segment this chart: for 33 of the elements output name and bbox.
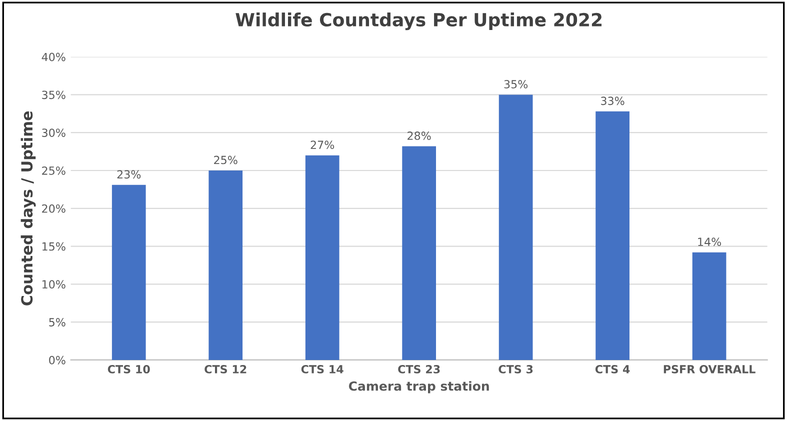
y-tick-label: 10%: [42, 280, 66, 289]
data-label: 27%: [310, 140, 334, 150]
y-tick-label: 0%: [49, 356, 66, 364]
x-axis-title: Camera trap station: [348, 381, 489, 394]
bar: [305, 155, 340, 360]
x-tick-label: CTS 23: [398, 365, 440, 374]
x-tick-label: CTS 3: [498, 365, 533, 374]
data-label: 33%: [601, 96, 624, 106]
data-label: 14%: [698, 238, 722, 246]
y-tick-label: 35%: [42, 90, 66, 100]
bar: [112, 184, 146, 360]
bar: [208, 170, 243, 360]
chart-title: Wildlife Countdays Per Uptime 2022: [236, 12, 602, 30]
bar: [692, 252, 726, 360]
y-tick-label: 20%: [42, 204, 66, 213]
x-tick-label: CTS 14: [301, 365, 344, 374]
x-tick-label: CTS 10: [108, 365, 150, 374]
x-tick-label: PSFR OVERALL: [664, 365, 756, 374]
bar: [402, 146, 436, 360]
data-label: 28%: [408, 132, 431, 140]
y-axis-title: Counted days / Uptime: [20, 111, 36, 306]
y-tick-label: 15%: [42, 242, 66, 251]
x-tick-label: CTS 4: [595, 365, 630, 374]
bar: [498, 94, 533, 360]
data-label: 25%: [214, 156, 238, 164]
y-tick-label: 25%: [42, 166, 66, 175]
y-tick-label: 30%: [42, 128, 66, 137]
bar: [596, 111, 630, 360]
x-tick-label: CTS 12: [204, 365, 246, 374]
y-tick-label: 5%: [49, 318, 66, 326]
y-tick-label: 40%: [42, 52, 66, 62]
data-label: 23%: [117, 170, 141, 179]
data-label: 35%: [504, 80, 528, 88]
